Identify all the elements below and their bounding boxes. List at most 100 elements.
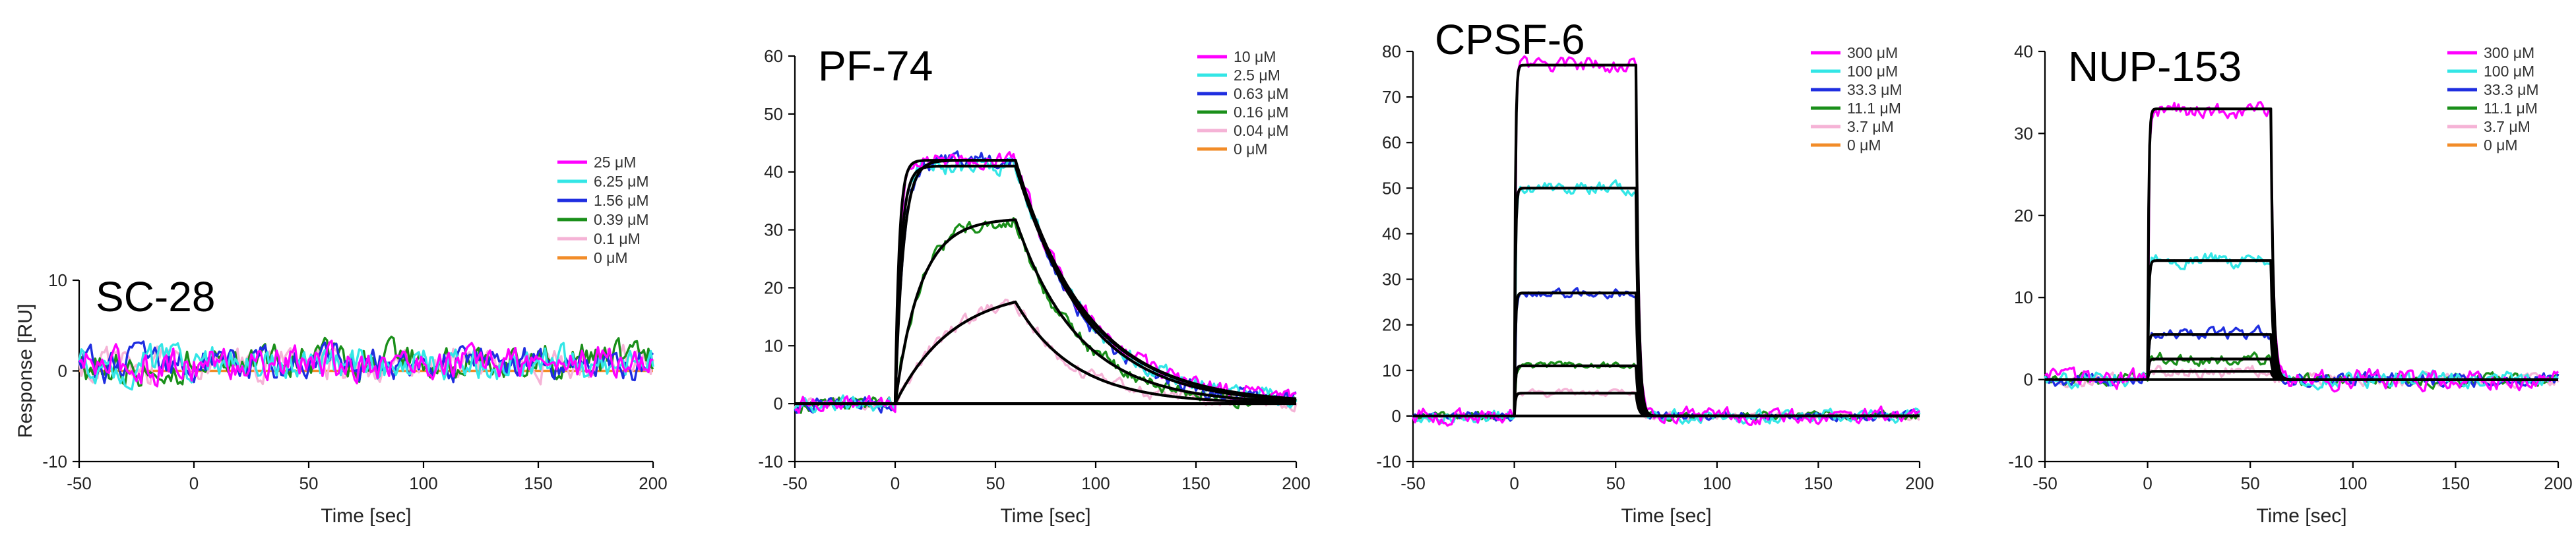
legend-label: 0.1 μM — [594, 230, 641, 247]
fit-0-63-um — [893, 159, 1297, 404]
x-tick-label: 0 — [2143, 473, 2152, 493]
legend-label: 0 μM — [1847, 136, 1881, 154]
y-tick-label: 50 — [1382, 178, 1401, 198]
x-axis-label: Time [sec] — [1000, 505, 1090, 527]
x-tick-label: 100 — [409, 473, 437, 493]
y-tick-label: 30 — [2014, 123, 2033, 143]
fit-0-04-um — [894, 300, 1297, 405]
x-tick-label: 100 — [1703, 473, 1731, 493]
series-100-um — [2044, 252, 2560, 391]
legend-label: 33.3 μM — [1847, 81, 1902, 98]
fit-2-5-um — [893, 164, 1297, 404]
series-300-um — [1412, 55, 1920, 427]
x-tick-label: 50 — [986, 473, 1005, 493]
legend-label: 2.5 μM — [1234, 67, 1280, 84]
y-tick-label: 40 — [2014, 42, 2033, 61]
legend-label: 6.25 μM — [594, 173, 649, 190]
y-tick-label: 10 — [48, 270, 67, 290]
series-25-um — [78, 340, 654, 388]
panel-sc-28: -50 0 50 100 150 200 -10 0 10 Time [sec] Response … — [15, 154, 668, 527]
y-tick-label: 60 — [764, 46, 783, 66]
y-tick-label: 20 — [1382, 315, 1401, 335]
legend-label: 100 μM — [2484, 63, 2534, 80]
legend-label: 0 μM — [2484, 136, 2518, 154]
x-tick-label: 0 — [189, 473, 199, 493]
y-tick-label: 40 — [1382, 224, 1401, 243]
legend-label: 11.1 μM — [2484, 100, 2538, 117]
legend-label: 10 μM — [1234, 48, 1276, 65]
x-tick-label: 150 — [2441, 473, 2470, 493]
series-2-5-um — [794, 157, 1298, 413]
y-tick-label: 80 — [1382, 42, 1401, 61]
series-300-um — [2044, 101, 2560, 393]
y-tick-label: 20 — [2014, 206, 2033, 226]
legend-label: 33.3 μM — [2484, 81, 2539, 98]
x-axis-label: Time [sec] — [1621, 505, 1711, 527]
series-group — [1412, 55, 1921, 427]
legend-label: 3.7 μM — [1847, 118, 1894, 135]
x-tick-label: -50 — [2032, 473, 2058, 493]
y-tick-label: 20 — [764, 278, 783, 297]
x-tick-label: 200 — [1282, 473, 1310, 493]
series-group — [2044, 101, 2560, 393]
legend-label: 300 μM — [2484, 44, 2534, 61]
x-tick-label: 150 — [524, 473, 552, 493]
y-tick-label: 0 — [2024, 370, 2033, 390]
legend-label: 0 μM — [594, 249, 628, 266]
y-tick-label: 0 — [58, 361, 67, 381]
series-0-63-um — [794, 150, 1297, 414]
y-tick-label: 60 — [1382, 133, 1401, 152]
legend-label: 0.16 μM — [1234, 104, 1289, 121]
y-tick-label: 30 — [1382, 270, 1401, 289]
y-tick-label: 0 — [1392, 406, 1401, 426]
fit-group — [1413, 63, 1920, 417]
y-tick-label: -10 — [758, 452, 783, 471]
y-tick-label: -10 — [2008, 452, 2033, 471]
y-tick-label: 50 — [764, 104, 783, 124]
legend-label: 0.04 μM — [1234, 122, 1289, 139]
y-tick-label: -10 — [1376, 452, 1401, 471]
panel-title: SC-28 — [96, 273, 215, 320]
legend-label: 1.56 μM — [594, 192, 649, 209]
series-6-25-um — [78, 342, 654, 391]
x-tick-label: -50 — [67, 473, 92, 493]
legend-label: 25 μM — [594, 154, 636, 171]
panel-title: PF-74 — [818, 42, 933, 90]
legend: 25 μM 6.25 μM 1.56 μM 0.39 μM 0.1 μM 0 μM — [557, 154, 649, 266]
legend-label: 3.7 μM — [2484, 118, 2530, 135]
fit-group — [2045, 107, 2559, 381]
x-tick-label: 50 — [1606, 473, 1625, 493]
y-tick-label: 10 — [1382, 361, 1401, 380]
panel-title: CPSF-6 — [1435, 16, 1585, 63]
series-100-um — [1412, 179, 1921, 425]
fit-10-um — [893, 159, 1297, 404]
x-tick-label: 150 — [1804, 473, 1833, 493]
series-group — [78, 336, 654, 391]
series-group — [794, 150, 1298, 414]
y-axis-label: Response [RU] — [15, 304, 36, 438]
panel-nup-153: -50 0 50 100 150 200 -10 0 10 20 30 40 Time [sec] NUP… — [2008, 42, 2572, 527]
legend-label: 0.63 μM — [1234, 85, 1289, 102]
legend-label: 300 μM — [1847, 44, 1898, 61]
x-tick-label: 200 — [639, 473, 667, 493]
x-tick-label: 0 — [1509, 473, 1519, 493]
panel-cpsf-6: -50 0 50 100 150 200 -10 0 10 20 30 40 50 60 70 80 Time … — [1376, 16, 1933, 527]
x-tick-label: 150 — [1181, 473, 1210, 493]
x-tick-label: 200 — [2544, 473, 2572, 493]
series-10-um — [794, 151, 1297, 414]
x-tick-label: 100 — [2339, 473, 2367, 493]
fit-100-um — [1513, 187, 1920, 417]
x-tick-label: 100 — [1081, 473, 1110, 493]
x-tick-label: -50 — [782, 473, 807, 493]
x-tick-label: 200 — [1905, 473, 1933, 493]
x-axis-label: Time [sec] — [321, 505, 411, 527]
x-tick-label: 50 — [2241, 473, 2260, 493]
y-tick-label: 30 — [764, 220, 783, 240]
legend-label: 100 μM — [1847, 63, 1898, 80]
panel-title: NUP-153 — [2068, 43, 2242, 90]
y-tick-label: 0 — [774, 394, 783, 413]
y-tick-label: 40 — [764, 162, 783, 182]
series-33-3-um — [1412, 287, 1920, 423]
